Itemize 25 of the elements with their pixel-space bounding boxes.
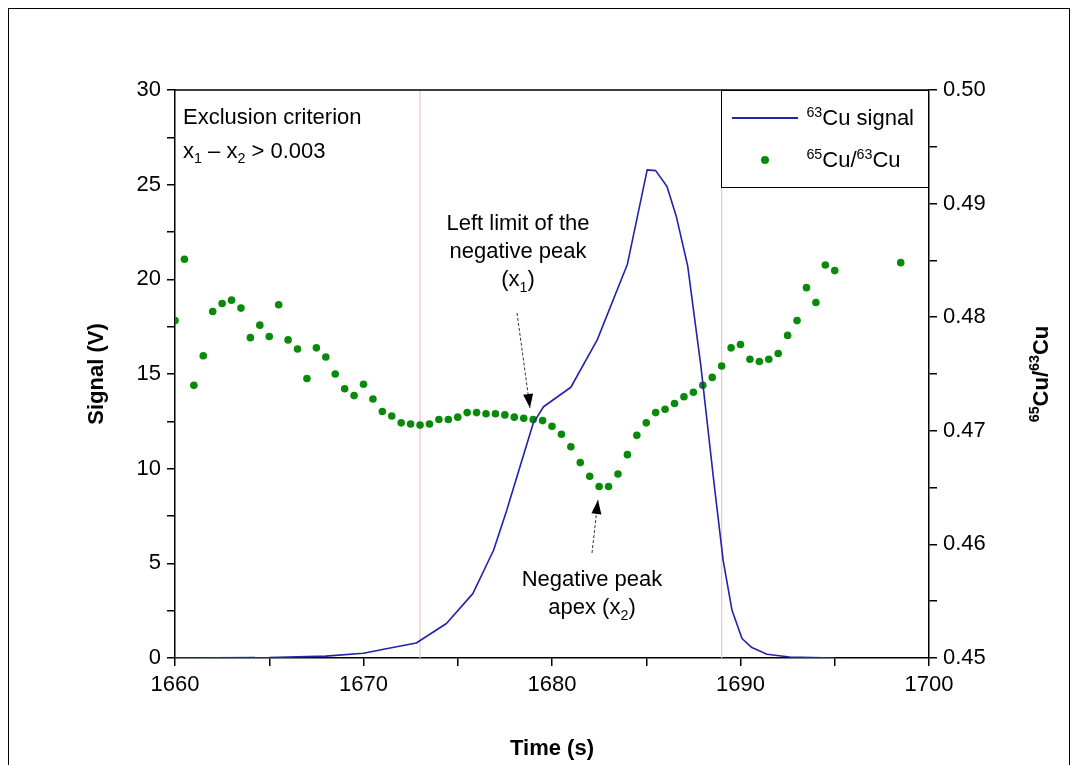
- x-tick-label: 1700: [904, 671, 954, 697]
- x-tick-label: 1690: [716, 671, 765, 697]
- y-tick-label: 15: [136, 360, 161, 386]
- x-axis-title: Time (s): [510, 735, 594, 761]
- x-tick-label: 1670: [339, 671, 388, 697]
- y2-tick-label: 0.49: [943, 189, 986, 215]
- annotation: Left limit of the negative peak (x$_{1}$): [445, 209, 591, 297]
- y2-tick-label: 0.48: [943, 303, 986, 329]
- y-tick-label: 30: [136, 76, 161, 102]
- annotation: Negative peak apex (x$_{2}$): [520, 565, 664, 625]
- y2-tick-label: 0.46: [943, 530, 986, 556]
- y-tick-label: 5: [148, 549, 161, 575]
- annotation: Exclusion criterion x$_{1}$ – x$_{2}$ > 0.003: [183, 103, 362, 169]
- y-axis-title: Signal (V): [83, 323, 109, 425]
- x-tick-label: 1660: [150, 671, 200, 697]
- x-tick-label: 1680: [527, 671, 577, 697]
- legend-label: $^{63}$Cu signal: [806, 104, 914, 132]
- y-tick-label: 10: [136, 454, 161, 480]
- y-tick-label: 0: [148, 644, 161, 670]
- y2-tick-label: 0.47: [943, 416, 986, 442]
- y2-tick-label: 0.45: [943, 644, 986, 670]
- legend-label: $^{65}$Cu/$^{63}$Cu: [806, 146, 901, 174]
- y2-tick-label: 0.50: [943, 76, 986, 102]
- y-tick-label: 20: [136, 265, 161, 291]
- y-tick-label: 25: [136, 170, 161, 196]
